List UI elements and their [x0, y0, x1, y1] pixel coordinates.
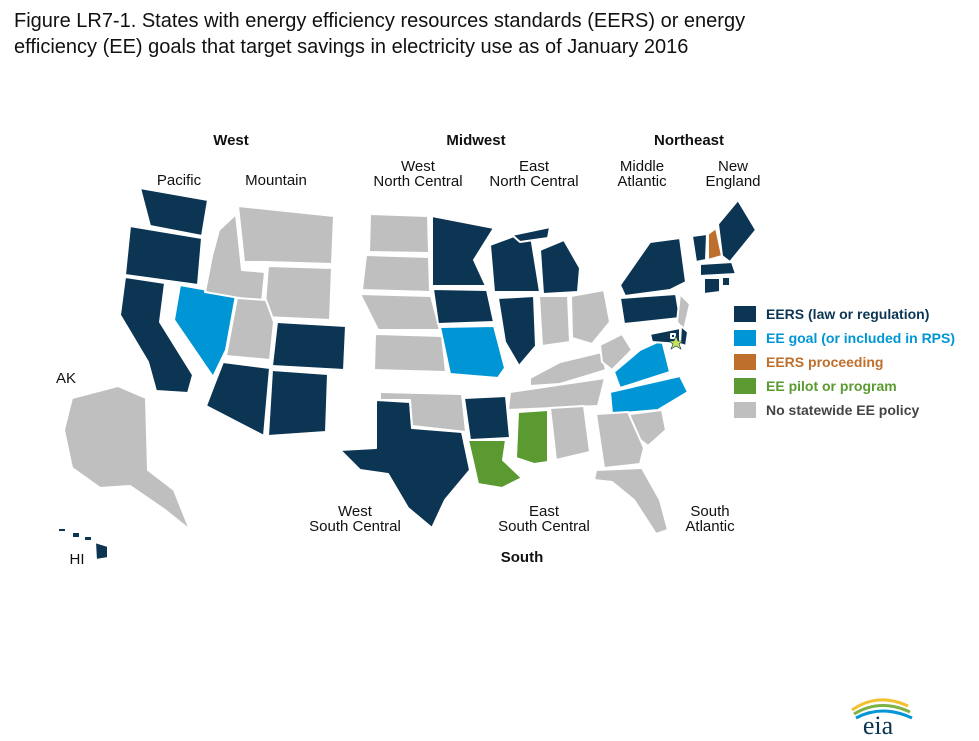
state-ne: [359, 293, 441, 331]
division-midatl-label-1: Middle: [620, 158, 664, 175]
state-de: [679, 325, 689, 347]
eia-logo: eia: [851, 698, 913, 738]
eia-logo-arc-blue: [855, 709, 913, 720]
legend-label-pilot: EE pilot or program: [766, 378, 897, 394]
state-ms: [515, 409, 549, 465]
eia-logo-text: eia: [863, 711, 894, 738]
legend-label-eers: EERS (law or regulation): [766, 306, 930, 322]
division-sa-label-2: Atlantic: [685, 518, 735, 535]
legend: EERS (law or regulation) EE goal (or inc…: [734, 302, 955, 422]
division-esc-label-2: South Central: [498, 518, 590, 535]
state-ma: [699, 261, 737, 277]
legend-label-goal: EE goal (or included in RPS): [766, 330, 956, 346]
state-co: [271, 321, 347, 371]
state-ct: [703, 277, 721, 295]
legend-item-goal: EE goal (or included in RPS): [734, 326, 955, 350]
division-wsc-label-2: South Central: [309, 518, 401, 535]
legend-label-none: No statewide EE policy: [766, 402, 920, 418]
state-ny: [619, 237, 687, 297]
state-ar: [463, 395, 511, 441]
division-midatl-label-2: Atlantic: [617, 173, 667, 190]
legend-item-none: No statewide EE policy: [734, 398, 955, 422]
figure-title: Figure LR7-1. States with energy efficie…: [14, 8, 914, 60]
state-ks: [373, 333, 447, 373]
state-pa: [619, 293, 681, 325]
state-la: [467, 439, 523, 489]
state-ri: [721, 276, 731, 287]
state-wa: [139, 187, 209, 237]
division-enc-label-2: North Central: [489, 173, 578, 190]
state-fl: [593, 467, 669, 535]
state-tx: [339, 399, 471, 529]
state-or: [124, 225, 203, 286]
legend-item-eers: EERS (law or regulation): [734, 302, 955, 326]
eia-logo-arc-green: [853, 704, 911, 716]
legend-swatch-proceeding: [734, 354, 756, 370]
region-west-label: West: [213, 132, 249, 149]
state-az: [205, 361, 271, 437]
legend-swatch-none: [734, 402, 756, 418]
region-northeast-label: Northeast: [654, 132, 724, 149]
legend-item-proceeding: EERS proceeding: [734, 350, 955, 374]
state-mt: [237, 205, 335, 265]
legend-item-pilot: EE pilot or program: [734, 374, 955, 398]
division-mountain-label: Mountain: [245, 172, 307, 189]
division-sa-label-1: South: [690, 503, 729, 520]
state-sd: [361, 254, 431, 293]
state-nm: [267, 369, 329, 437]
division-esc-label-1: East: [529, 503, 560, 520]
state-ut: [225, 297, 275, 361]
figure-title-line-2: efficiency (EE) goals that target saving…: [14, 36, 689, 58]
figure-title-line-1: Figure LR7-1. States with energy efficie…: [14, 10, 746, 32]
alaska-label: AK: [56, 370, 76, 387]
capital-star-icon: [668, 335, 684, 350]
state-oh: [570, 289, 611, 345]
state-me: [717, 199, 757, 263]
state-ia: [432, 288, 495, 325]
state-va: [613, 339, 671, 389]
state-wy: [263, 265, 333, 321]
division-ne-label-1: New: [718, 158, 748, 175]
state-ok: [379, 391, 467, 433]
division-pacific-label: Pacific: [157, 172, 202, 189]
state-mi-upper: [511, 226, 551, 243]
state-nj: [676, 293, 691, 331]
region-midwest-label: Midwest: [446, 132, 505, 149]
legend-swatch-pilot: [734, 378, 756, 394]
state-nc: [609, 375, 689, 415]
legend-label-proceeding: EERS proceeding: [766, 354, 884, 370]
legend-swatch-goal: [734, 330, 756, 346]
state-id: [204, 213, 266, 303]
state-ak: [63, 385, 191, 531]
division-enc-label-1: East: [519, 158, 550, 175]
state-hi-4: [94, 541, 109, 561]
legend-swatch-eers: [734, 306, 756, 322]
state-vt: [691, 233, 708, 263]
state-hi-3: [83, 535, 93, 542]
eia-logo-arc-yellow: [851, 698, 909, 712]
region-south-label: South: [501, 549, 544, 566]
state-mo: [439, 325, 506, 379]
state-mi: [539, 239, 581, 295]
division-wnc-label-1: West: [401, 158, 436, 175]
state-hi-1: [57, 527, 67, 533]
state-nd: [368, 213, 430, 254]
state-dc: [670, 333, 676, 339]
state-ky: [529, 351, 607, 387]
state-mn: [431, 215, 495, 287]
state-ga: [595, 411, 645, 469]
division-ne-label-2: England: [705, 173, 760, 190]
division-wnc-label-2: North Central: [373, 173, 462, 190]
state-in: [538, 295, 571, 347]
state-ca: [119, 276, 194, 394]
state-tn: [507, 377, 606, 411]
division-wsc-label-1: West: [338, 503, 373, 520]
state-al: [549, 405, 591, 461]
state-wv: [599, 333, 633, 371]
hawaii-label: HI: [70, 551, 85, 568]
state-il: [497, 295, 537, 367]
state-hi-2: [71, 531, 81, 539]
